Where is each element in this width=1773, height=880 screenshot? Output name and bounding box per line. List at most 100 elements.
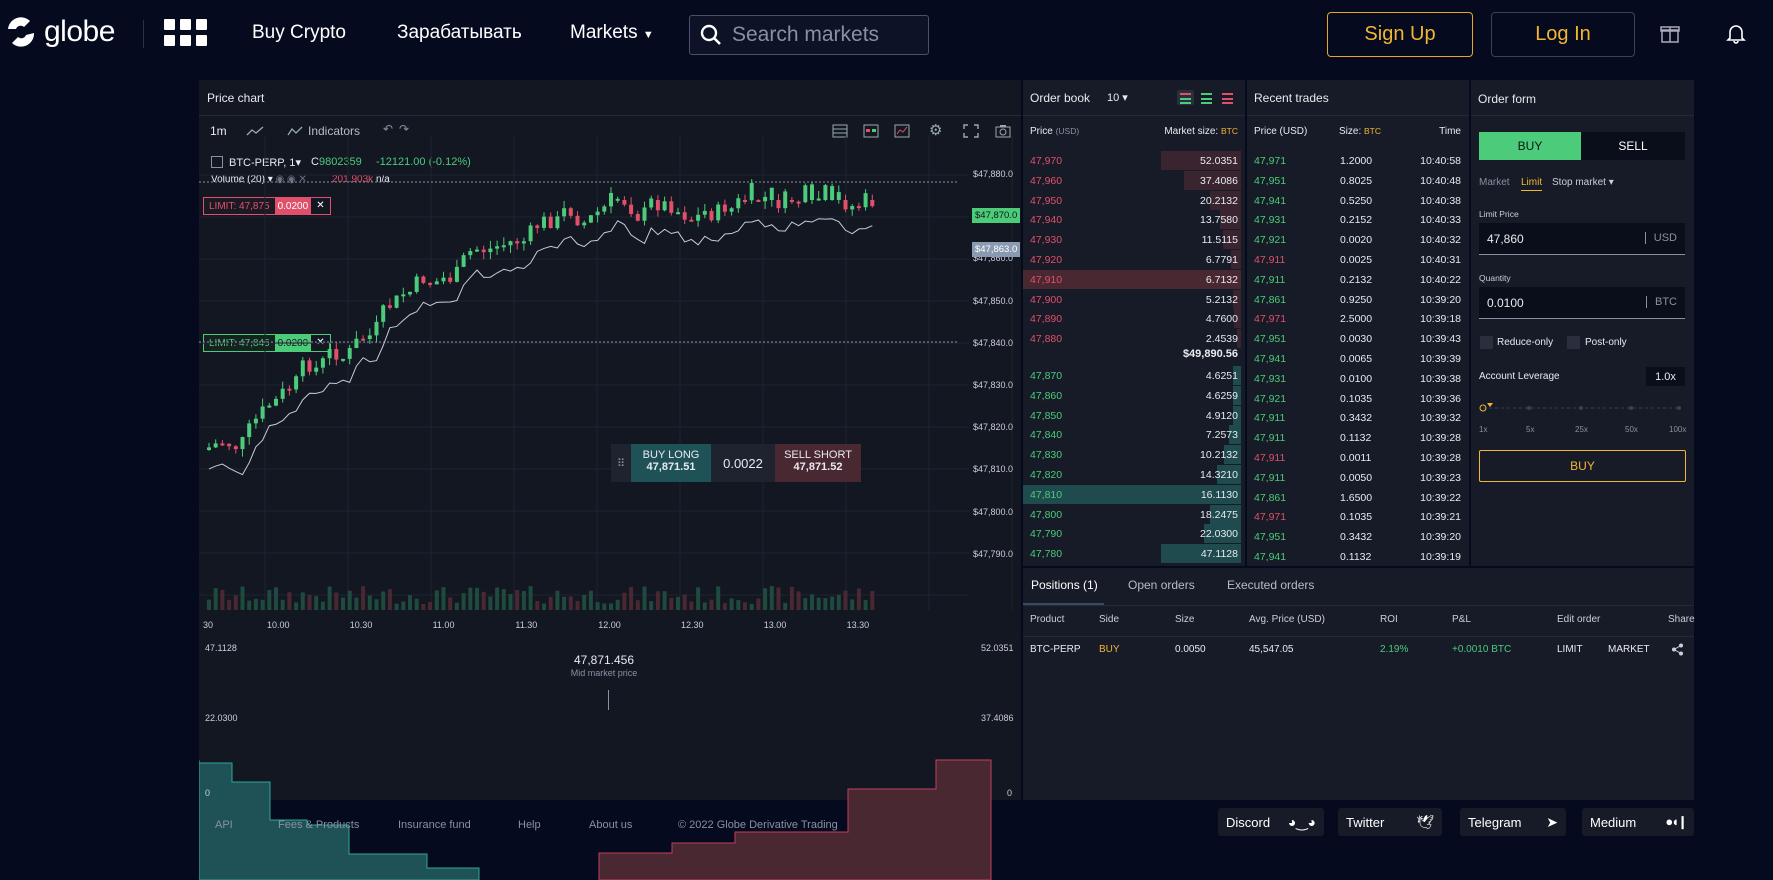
- gift-icon[interactable]: [1659, 22, 1681, 44]
- bid-row[interactable]: 47,810 16.1130: [1023, 484, 1245, 505]
- volume-indicator-label[interactable]: Volume (20) ▾ ◉ ◉ ✕: [211, 174, 307, 185]
- bid-row[interactable]: 47,840 7.2573: [1023, 425, 1245, 445]
- candle-body: [602, 206, 607, 212]
- symbol-label[interactable]: BTC-PERP, 1▾: [229, 157, 301, 169]
- tab-positions[interactable]: Positions (1): [1031, 578, 1098, 592]
- y-tick-label: $47,830.0: [973, 380, 1014, 390]
- order-type-limit[interactable]: Limit: [1521, 177, 1543, 191]
- bid-row[interactable]: 47,870 4.6251: [1023, 366, 1245, 386]
- bid-row[interactable]: 47,850 4.9120: [1023, 405, 1245, 426]
- sell-short-button[interactable]: SELL SHORT 47,871.52: [775, 444, 861, 482]
- volume-bar: [615, 599, 620, 610]
- order-type-stop-market[interactable]: Stop market ▾: [1552, 177, 1614, 188]
- limit-price-field[interactable]: 47,860 USD: [1479, 223, 1685, 255]
- submit-buy-button[interactable]: BUY: [1479, 450, 1686, 482]
- volume-bar: [856, 588, 861, 610]
- tab-open-orders[interactable]: Open orders: [1128, 578, 1195, 592]
- apps-grid-icon[interactable]: [164, 19, 207, 49]
- leverage-value[interactable]: 1.0x: [1646, 367, 1685, 386]
- bid-row[interactable]: 47,790 22.0300: [1023, 524, 1245, 544]
- order-type-market[interactable]: Market: [1479, 177, 1510, 188]
- depth-select[interactable]: 10 ▾: [1107, 92, 1128, 104]
- footer-link-help[interactable]: Help: [518, 819, 541, 831]
- mid-market-label: Mid market price: [570, 668, 638, 678]
- search-input[interactable]: [732, 23, 912, 47]
- ask-row[interactable]: 47,920 6.7791: [1023, 250, 1245, 270]
- bid-row[interactable]: 47,800 18.2475: [1023, 504, 1245, 525]
- ask-row[interactable]: 47,940 13.7580: [1023, 210, 1245, 230]
- bid-row[interactable]: 47,860 4.6259: [1023, 385, 1245, 406]
- fullscreen-icon[interactable]: [963, 124, 979, 138]
- nav-markets[interactable]: Markets ▼: [570, 22, 654, 44]
- log-in-button[interactable]: Log In: [1491, 12, 1635, 57]
- ask-row[interactable]: 47,910 6.7132: [1023, 269, 1245, 290]
- camera-icon[interactable]: [995, 124, 1011, 138]
- ask-row[interactable]: 47,880 2.4539: [1023, 329, 1245, 349]
- ask-row[interactable]: 47,970 52.0351: [1023, 151, 1245, 171]
- medium-link[interactable]: Medium ●◖❙: [1582, 808, 1694, 836]
- orderbook-toggle-icon[interactable]: [863, 124, 879, 138]
- sell-tab[interactable]: SELL: [1581, 132, 1685, 160]
- volume-bar: [508, 594, 513, 610]
- candlestick-chart[interactable]: [199, 80, 1021, 720]
- edit-market-button[interactable]: MARKET: [1608, 644, 1650, 655]
- volume-bar: [682, 594, 687, 610]
- settings-gear-icon[interactable]: ⚙: [929, 122, 943, 139]
- positions-col-header: Share: [1668, 614, 1695, 625]
- candle-body: [568, 208, 573, 216]
- bid-row[interactable]: 47,780 47.1128: [1023, 544, 1245, 564]
- redo-icon[interactable]: ↷: [399, 122, 410, 136]
- logo[interactable]: globe: [4, 15, 115, 49]
- indicators-button[interactable]: Indicators: [308, 124, 361, 138]
- view-bids-icon[interactable]: [1198, 90, 1215, 105]
- bell-icon[interactable]: [1725, 22, 1747, 44]
- drag-handle-icon[interactable]: ⠿: [616, 457, 626, 470]
- telegram-link[interactable]: Telegram ➤: [1460, 808, 1566, 836]
- candle-body: [294, 376, 299, 390]
- depth-toggle-icon[interactable]: [894, 124, 910, 138]
- volume-bar: [716, 586, 721, 610]
- ask-row[interactable]: 47,900 5.2132: [1023, 289, 1245, 310]
- leverage-slider[interactable]: [1479, 401, 1685, 415]
- sign-up-button[interactable]: Sign Up: [1327, 12, 1473, 57]
- discord-link[interactable]: Discord ◕‿◕: [1218, 808, 1324, 836]
- depth-select-value: 10: [1107, 92, 1120, 104]
- undo-icon[interactable]: ↶: [383, 122, 394, 136]
- bid-row[interactable]: 47,820 14.3210: [1023, 465, 1245, 485]
- twitter-link[interactable]: Twitter 🕊: [1338, 808, 1442, 836]
- collapse-legend-icon[interactable]: [211, 156, 223, 168]
- interval-button[interactable]: 1m: [210, 124, 227, 138]
- volume-bar: [320, 601, 325, 610]
- view-both-icon[interactable]: [1177, 90, 1194, 105]
- ask-row[interactable]: 47,950 20.2132: [1023, 190, 1245, 211]
- edit-limit-button[interactable]: LIMIT: [1557, 644, 1583, 655]
- ask-row[interactable]: 47,890 4.7600: [1023, 309, 1245, 329]
- buy-long-button[interactable]: BUY LONG 47,871.51: [631, 444, 711, 482]
- trade-price: 47,971: [1254, 511, 1287, 524]
- footer-link-about[interactable]: About us: [589, 819, 633, 831]
- ask-row[interactable]: 47,930 11.5115: [1023, 230, 1245, 250]
- reduce-only-checkbox[interactable]: [1480, 336, 1493, 349]
- tab-executed-orders[interactable]: Executed orders: [1227, 578, 1315, 592]
- ask-row[interactable]: 47,960 37.4086: [1023, 170, 1245, 191]
- footer-link-fees[interactable]: Fees & Products: [278, 819, 360, 831]
- limit-sell-order-line[interactable]: LIMIT: 47,875 0.0200 ✕: [203, 197, 331, 215]
- quantity-field[interactable]: 0.0100 BTC: [1479, 287, 1685, 319]
- share-icon[interactable]: [1671, 643, 1684, 656]
- line-chart-icon[interactable]: [246, 125, 264, 137]
- nav-earn[interactable]: Зарабатывать: [397, 22, 522, 43]
- cancel-order-icon[interactable]: ✕: [311, 198, 330, 214]
- post-only-checkbox[interactable]: [1567, 336, 1580, 349]
- layout-icon[interactable]: [832, 124, 848, 138]
- footer-link-api[interactable]: API: [215, 819, 233, 831]
- buy-tab[interactable]: BUY: [1479, 132, 1581, 160]
- bid-row[interactable]: 47,830 10.2132: [1023, 445, 1245, 465]
- nav-buy-crypto[interactable]: Buy Crypto: [252, 22, 346, 43]
- logo-text: globe: [44, 15, 115, 48]
- trade-size: 1.6500: [1340, 491, 1373, 504]
- search-box[interactable]: [689, 15, 929, 55]
- footer-link-insurance[interactable]: Insurance fund: [398, 819, 471, 831]
- candle-body: [287, 388, 292, 391]
- volume-bar: [354, 597, 359, 610]
- view-asks-icon[interactable]: [1219, 90, 1236, 105]
